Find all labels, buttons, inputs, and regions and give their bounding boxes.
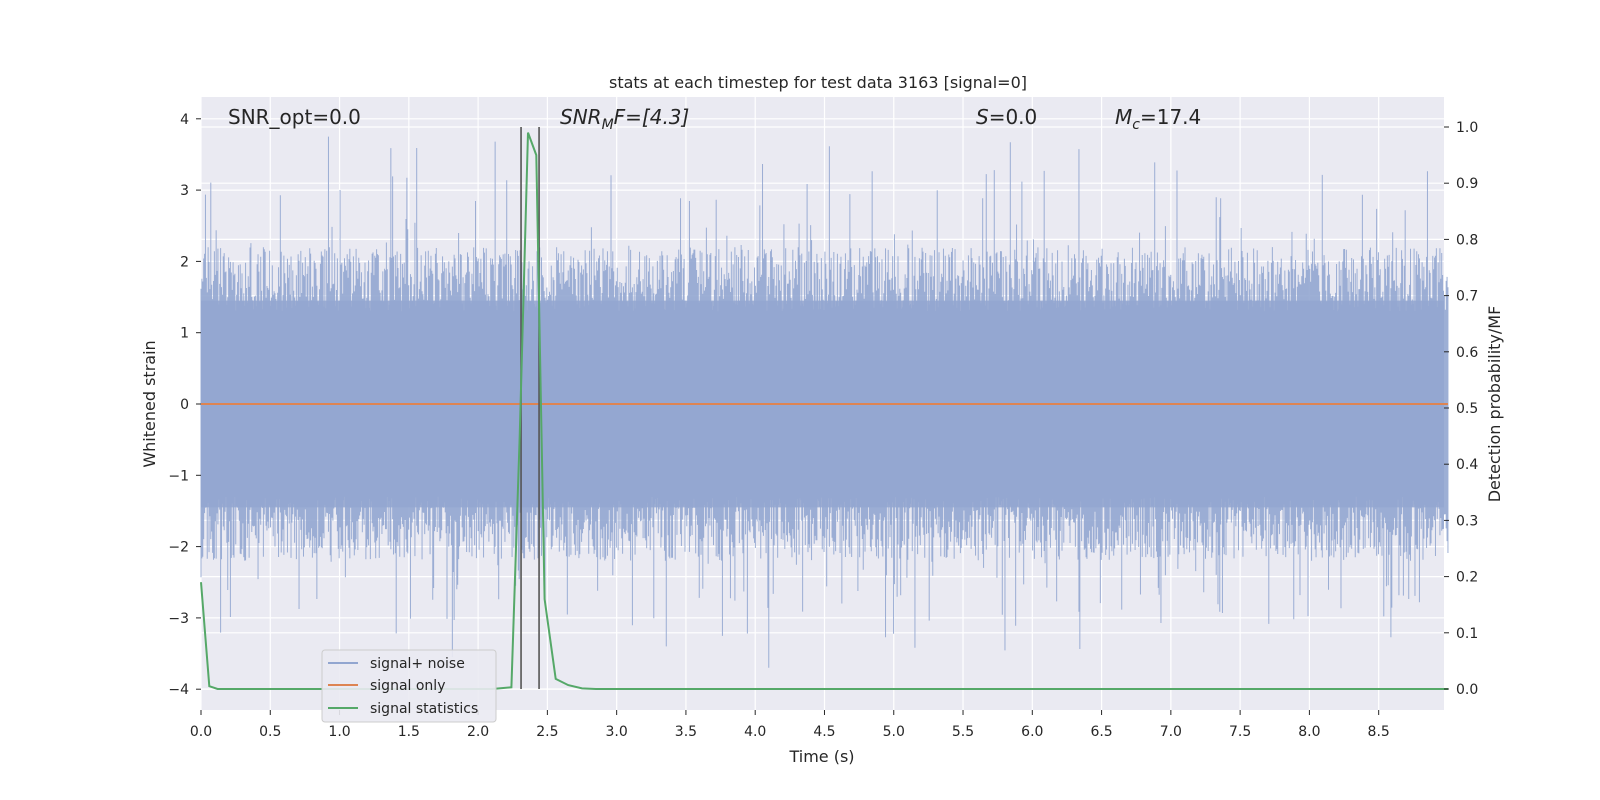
x-tick-label: 8.0 — [1298, 724, 1320, 740]
x-axis-ticks: 0.0 0.5 1.0 1.5 2.0 2.5 3.0 3.5 4.0 4.5 5.0 5.5 6.0 6… — [190, 710, 1390, 740]
y-left-tick-label: 2 — [180, 254, 189, 270]
mc-sub: c — [1132, 117, 1140, 133]
mc-annotation: Mc=17.4 — [1115, 105, 1201, 133]
y-left-tick-label: −1 — [168, 468, 189, 484]
snr-mf-rest: F=[4.3] — [614, 105, 690, 129]
x-tick-label: 3.5 — [675, 724, 697, 740]
y-left-tick-label: −4 — [168, 682, 189, 698]
y-right-axis-ticks: 1.0 0.9 0.8 0.7 0.6 0.5 0.4 0.3 0.2 0.1 0.0 — [1444, 120, 1478, 698]
legend-label-noise: signal+ noise — [370, 656, 465, 672]
legend-label-signal: signal only — [370, 678, 445, 694]
x-axis-label: Time (s) — [788, 747, 854, 766]
y-left-tick-label: 0 — [180, 397, 189, 413]
y-left-axis-label: Whitened strain — [140, 340, 159, 467]
x-tick-label: 6.0 — [1021, 724, 1043, 740]
mc-rest: =17.4 — [1140, 105, 1201, 129]
s-rest: =0.0 — [989, 105, 1038, 129]
y-right-tick-label: 0.3 — [1456, 513, 1478, 529]
y-right-tick-label: 0.6 — [1456, 345, 1478, 361]
x-tick-label: 1.0 — [328, 724, 350, 740]
legend: signal+ noise signal only signal statist… — [321, 649, 497, 723]
x-tick-label: 2.0 — [467, 724, 489, 740]
y-right-tick-label: 0.8 — [1456, 232, 1478, 248]
x-tick-label: 6.5 — [1090, 724, 1112, 740]
y-right-tick-label: 0.5 — [1456, 401, 1478, 417]
snr-mf-annotation: SNRMF=[4.3] — [560, 105, 689, 133]
mc-main: M — [1115, 105, 1132, 129]
x-tick-label: 1.5 — [398, 724, 420, 740]
snr-mf-sub: M — [602, 117, 614, 133]
y-right-tick-label: 0.7 — [1456, 289, 1478, 305]
noise-trace — [200, 136, 1449, 668]
chart-title: stats at each timestep for test data 316… — [609, 73, 1027, 92]
y-right-tick-label: 0.4 — [1456, 457, 1478, 473]
x-tick-label: 4.5 — [813, 724, 835, 740]
x-tick-label: 5.5 — [952, 724, 974, 740]
x-tick-label: 3.0 — [606, 724, 628, 740]
y-right-tick-label: 0.2 — [1456, 570, 1478, 586]
legend-label-stats: signal statistics — [370, 701, 478, 717]
y-right-axis-label: Detection probability/MF — [1485, 306, 1504, 503]
s-annotation: S=0.0 — [976, 105, 1037, 129]
y-right-tick-label: 1.0 — [1456, 120, 1478, 136]
y-right-tick-label: 0.9 — [1456, 176, 1478, 192]
y-left-tick-label: −2 — [168, 540, 189, 556]
x-tick-label: 7.5 — [1229, 724, 1251, 740]
s-italic: S — [976, 105, 989, 129]
y-left-tick-label: 1 — [180, 326, 189, 342]
x-tick-label: 0.5 — [259, 724, 281, 740]
y-left-axis-ticks: 4 3 2 1 0 −1 −2 −3 −4 — [168, 112, 201, 698]
y-left-tick-label: −3 — [168, 611, 189, 627]
y-left-tick-label: 3 — [180, 183, 189, 199]
y-right-tick-label: 0.0 — [1456, 682, 1478, 698]
y-right-tick-label: 0.1 — [1456, 626, 1478, 642]
x-tick-label: 7.0 — [1160, 724, 1182, 740]
signal-statistics-series — [200, 132, 1448, 690]
x-tick-label: 2.5 — [536, 724, 558, 740]
legend-box — [321, 649, 497, 723]
snr-opt-annotation: SNR_opt=0.0 — [228, 105, 361, 129]
x-tick-label: 5.0 — [883, 724, 905, 740]
x-tick-label: 8.5 — [1368, 724, 1390, 740]
snr-mf-main: SNR — [560, 105, 602, 129]
y-left-tick-label: 4 — [180, 112, 189, 128]
x-tick-label: 0.0 — [190, 724, 212, 740]
x-tick-label: 4.0 — [744, 724, 766, 740]
